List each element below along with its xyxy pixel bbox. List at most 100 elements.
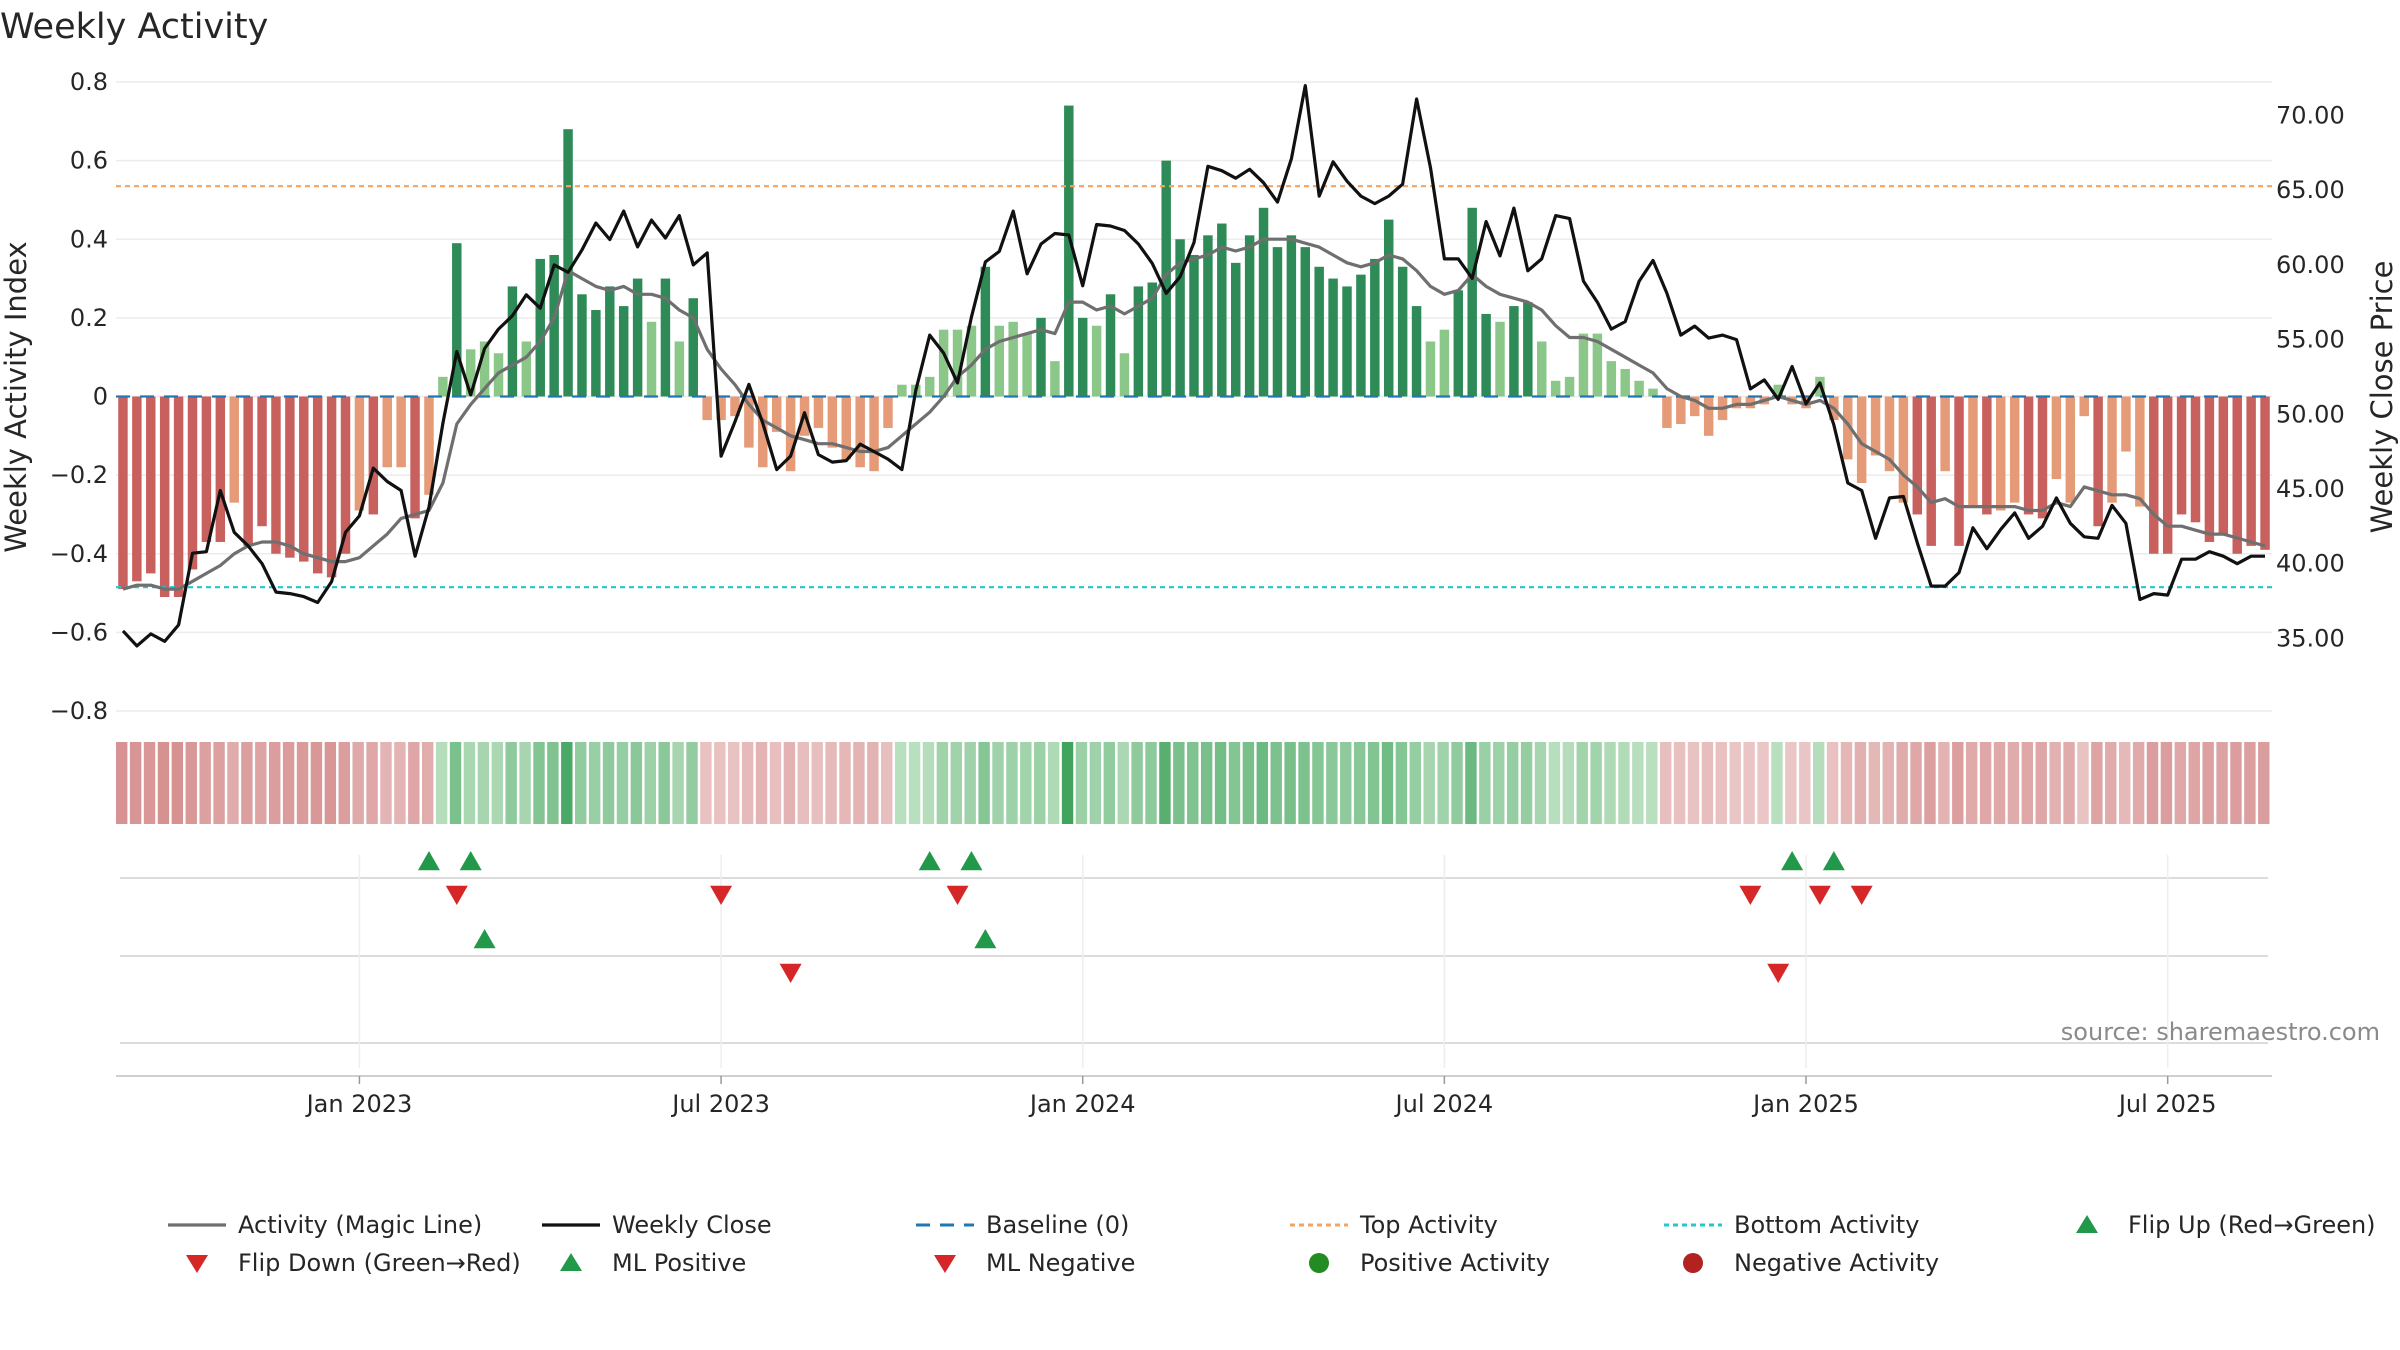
heat-cell (1604, 742, 1616, 824)
activity-bar (1342, 286, 1352, 397)
heat-cell (1298, 742, 1310, 824)
activity-bar (1648, 388, 1658, 397)
activity-bar (146, 396, 156, 574)
activity-bar (1703, 396, 1714, 436)
activity-bar (257, 396, 267, 527)
activity-bar (118, 396, 128, 590)
heat-cell (1381, 742, 1394, 824)
activity-bar (1064, 105, 1074, 397)
legend-swatch-flip_down (186, 1255, 208, 1273)
flip-up-marker (960, 851, 983, 871)
heat-cell (867, 742, 879, 824)
magic-line (122, 237, 2266, 591)
activity-bar (1050, 361, 1060, 397)
heat-cell (1910, 742, 1922, 824)
legend-swatch-neg_act (1683, 1253, 1703, 1273)
heat-cell (936, 742, 949, 824)
heat-cell (588, 742, 601, 824)
activity-bar (1203, 235, 1213, 397)
activity-bar (1244, 235, 1255, 397)
activity-bar (994, 325, 1004, 397)
heat-cell (1659, 742, 1672, 824)
heat-cell (1117, 742, 1129, 824)
heat-cell (1799, 742, 1811, 824)
heat-cell (1437, 742, 1449, 824)
legend-swatch-flip_up (2076, 1215, 2098, 1233)
activity-bar (2065, 396, 2076, 503)
heat-cell (2077, 742, 2089, 824)
activity-bar (2162, 396, 2173, 554)
heat-cell (1409, 742, 1422, 824)
signal-panel (116, 851, 2272, 1077)
activity-bar (897, 384, 907, 397)
right-axis-ticks: 70.00 65.00 60.00 55.00 50.00 45.00 40.00 35.00 (2276, 101, 2345, 652)
heat-cell (2091, 742, 2103, 824)
flip-down-marker (710, 885, 733, 905)
heat-cell (1993, 742, 2006, 824)
legend-down-triangle (186, 1255, 208, 1273)
heat-cell (2035, 742, 2047, 824)
activity-bar (2246, 396, 2256, 546)
activity-bar (618, 306, 629, 397)
heat-cell (338, 742, 350, 824)
activity-bar (1620, 368, 1630, 397)
heat-cell (839, 742, 851, 824)
heat-cell (561, 742, 573, 824)
activity-bar (563, 129, 573, 397)
heat-cell (853, 742, 865, 824)
activity-bar (2232, 396, 2242, 554)
heat-cell (422, 742, 434, 824)
activity-bar (507, 286, 518, 397)
activity-bar (1870, 396, 1881, 456)
heat-cell (310, 742, 323, 824)
heat-cell (2118, 742, 2131, 824)
legend-label-ml_pos: ML Positive (612, 1249, 746, 1277)
x-tick-label: Jan 2024 (1028, 1090, 1136, 1118)
heat-cell (2160, 742, 2173, 824)
activity-bar (716, 396, 726, 421)
activity-bar (1091, 325, 1102, 397)
heat-cell (435, 742, 448, 824)
activity-bar (1954, 396, 1964, 546)
x-axis-ticks: Jan 2023 Jul 2023 Jan 2024 Jul 2024 Jan 2025… (305, 1076, 2217, 1118)
activity-bar (883, 396, 893, 428)
heat-cell (1270, 742, 1282, 824)
heat-cell (630, 742, 643, 824)
heat-cell (1256, 742, 1268, 824)
activity-bar (1258, 207, 1269, 397)
left-tick-label: −0.6 (50, 618, 108, 646)
activity-bar (1356, 274, 1366, 397)
legend-down-triangle (934, 1255, 956, 1273)
legend-label-pos_act: Positive Activity (1360, 1249, 1550, 1277)
activity-bar (1105, 294, 1116, 397)
heat-cell (1882, 742, 1894, 824)
activity-bar (1926, 396, 1936, 546)
activity-bar (1843, 396, 1853, 460)
activity-bar (215, 396, 226, 542)
right-tick-label: 55.00 (2276, 326, 2345, 354)
activity-bar (1300, 247, 1311, 397)
activity-bar (1411, 306, 1422, 397)
legend-label-ml_neg: ML Negative (986, 1249, 1135, 1277)
heat-cell (116, 742, 128, 824)
left-axis-ticks: 0.8 0.6 0.4 0.2 0 −0.2 −0.4 −0.6 −0.8 (50, 68, 108, 725)
left-tick-label: −0.2 (50, 461, 108, 489)
activity-bar (2121, 396, 2131, 452)
activity-bar (2079, 396, 2089, 417)
heat-cell (185, 742, 197, 824)
heat-cell (1159, 742, 1171, 824)
heat-cell (658, 742, 670, 824)
activity-bar (813, 396, 824, 428)
left-tick-label: 0.6 (70, 147, 108, 175)
activity-bar (1537, 341, 1547, 397)
heat-cell (616, 742, 629, 824)
activity-bars (118, 105, 2270, 597)
activity-bar (1606, 361, 1617, 397)
left-tick-label: −0.8 (50, 697, 108, 725)
heat-cell (2202, 742, 2214, 824)
heat-cell (894, 742, 907, 824)
right-tick-label: 50.00 (2276, 400, 2345, 428)
activity-bar (632, 278, 643, 397)
legend-label-baseline: Baseline (0) (986, 1211, 1129, 1239)
activity-bar (354, 396, 365, 511)
